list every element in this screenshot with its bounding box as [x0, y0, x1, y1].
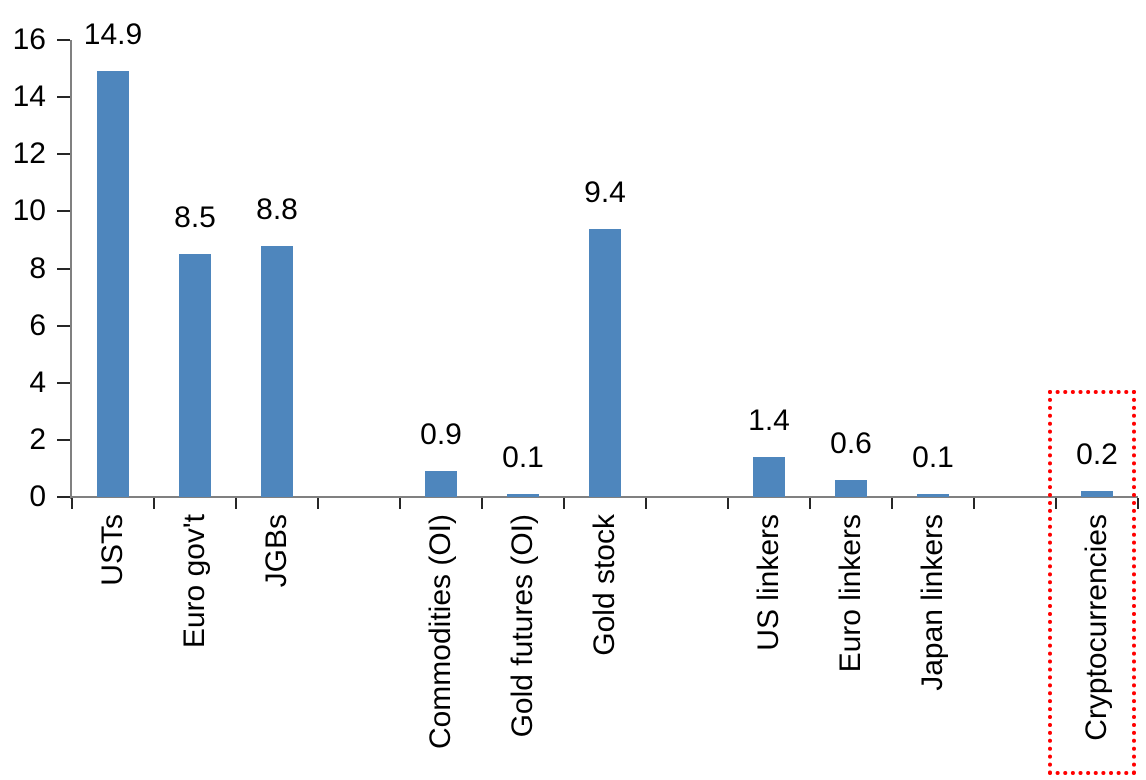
- bar: [835, 480, 867, 497]
- y-tick: [57, 324, 70, 327]
- bar-value-label: 0.2: [1076, 438, 1118, 471]
- x-tick: [645, 498, 647, 509]
- highlight-box: [1048, 390, 1136, 775]
- category-label: Gold futures (OI): [506, 514, 539, 738]
- y-tick: [57, 39, 70, 41]
- x-tick: [481, 498, 483, 509]
- y-tick-label: 6: [29, 308, 46, 342]
- y-tick: [57, 153, 70, 156]
- y-tick-label: 14: [12, 80, 46, 114]
- y-tick-label: 8: [29, 251, 46, 285]
- x-tick: [563, 498, 565, 509]
- y-tick: [57, 438, 70, 441]
- bar-value-label: 9.4: [584, 176, 626, 209]
- y-tick-label: 2: [29, 422, 46, 456]
- category-label: US linkers: [752, 514, 785, 651]
- y-tick: [57, 210, 70, 213]
- y-tick: [57, 496, 70, 498]
- y-tick-label: 16: [12, 23, 46, 56]
- x-tick: [317, 498, 319, 509]
- x-axis-line: [70, 496, 1138, 498]
- x-tick: [809, 498, 811, 509]
- bar-value-label: 1.4: [748, 404, 790, 437]
- bar-value-label: 0.1: [912, 441, 954, 474]
- bar: [261, 246, 293, 497]
- y-tick-label: 10: [12, 194, 46, 228]
- category-label: Euro gov't: [178, 514, 211, 649]
- category-label: Commodities (OI): [424, 514, 457, 750]
- bar: [179, 254, 211, 497]
- category-label: JGBs: [260, 514, 293, 588]
- x-tick: [153, 498, 155, 509]
- x-tick: [71, 498, 73, 509]
- bar: [507, 494, 539, 497]
- y-tick: [57, 267, 70, 270]
- x-tick: [1055, 498, 1057, 509]
- bar-value-label: 0.9: [420, 418, 462, 451]
- bar-value-label: 8.5: [174, 201, 216, 234]
- x-tick: [727, 498, 729, 509]
- bar: [1081, 491, 1113, 497]
- bar-value-label: 14.9: [83, 18, 143, 51]
- x-tick: [973, 498, 975, 509]
- y-tick-label: 12: [12, 137, 46, 171]
- bar: [425, 471, 457, 497]
- bar-value-label: 8.8: [256, 193, 298, 226]
- bar-value-label: 0.1: [502, 441, 544, 474]
- x-tick: [235, 498, 237, 509]
- category-label: Japan linkers: [916, 514, 949, 691]
- category-label: Gold stock: [588, 514, 621, 656]
- bar: [97, 71, 129, 497]
- y-axis-line: [70, 40, 72, 499]
- bar: [917, 494, 949, 497]
- bar-value-label: 0.6: [830, 427, 872, 460]
- y-tick-label: 4: [29, 365, 46, 399]
- bar: [753, 457, 785, 497]
- category-label: USTs: [96, 514, 129, 586]
- x-tick: [399, 498, 401, 509]
- x-tick: [891, 498, 893, 509]
- x-tick: [1137, 498, 1139, 509]
- y-tick: [57, 96, 70, 99]
- bar: [589, 229, 621, 497]
- y-tick-label: 0: [29, 480, 46, 513]
- category-label: Euro linkers: [834, 514, 867, 673]
- y-tick: [57, 381, 70, 384]
